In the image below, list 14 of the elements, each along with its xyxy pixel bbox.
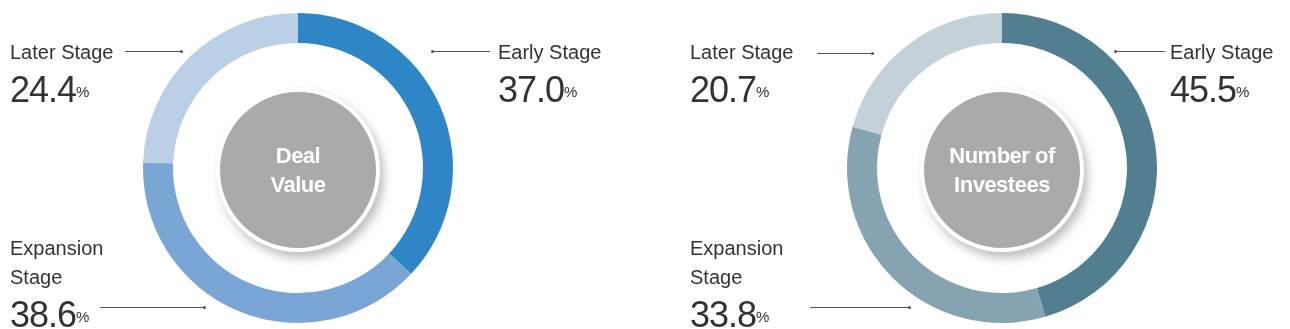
data-label: 45.5$^{%}$ [1170,69,1250,110]
slice-label: Later Stage [690,40,794,65]
slice-label: Expansion Stage [10,236,104,290]
text: Deal Value [269,142,327,199]
text: Number of Investees [948,142,1057,199]
data-label: 33.8$^{%}$ [690,294,770,329]
data-label: 37.0$^{%}$ [498,69,578,110]
slice-label: Expansion Stage [690,236,784,290]
slice-label: Early Stage [1170,40,1274,65]
slice-label: Early Stage [498,40,602,65]
data-label: 20.7$^{%}$ [690,69,770,110]
data-label: 38.6$^{%}$ [10,294,90,329]
slice-label: Later Stage [10,40,114,65]
data-label: 24.4$^{%}$ [10,69,90,110]
